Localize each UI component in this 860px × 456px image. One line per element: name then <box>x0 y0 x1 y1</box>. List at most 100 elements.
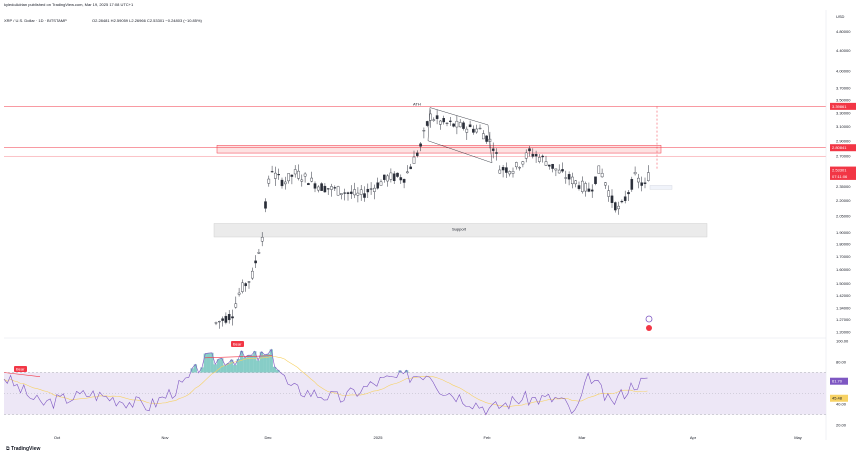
current-price-label: 2.53301 <box>830 166 856 174</box>
price-tick-label: 1.20000 <box>836 330 851 335</box>
candlestick <box>617 201 620 215</box>
countdown-label: 07:11:06 <box>830 172 856 180</box>
candle-body <box>581 180 584 192</box>
candlestick <box>607 185 610 202</box>
candle-body <box>643 182 647 184</box>
time-tick-label: Dec <box>264 435 271 440</box>
candlestick <box>590 184 594 198</box>
price-tick-label: 2.90000 <box>836 138 851 143</box>
candlestick <box>234 296 238 309</box>
candlestick <box>320 182 323 191</box>
candlestick <box>340 193 343 200</box>
candle-body <box>343 192 347 194</box>
candle-body <box>300 179 304 182</box>
candlestick <box>508 170 512 177</box>
price-tick-label: 4.00000 <box>836 69 851 74</box>
candle-body <box>455 120 459 128</box>
candlestick <box>300 174 304 187</box>
candle-body <box>485 135 488 142</box>
candle-body <box>350 191 353 194</box>
time-tick-label: 2025 <box>374 435 384 440</box>
candle-body <box>274 172 277 179</box>
candlestick <box>366 183 370 199</box>
candlestick <box>623 190 627 204</box>
candle-body <box>260 236 264 242</box>
candlestick <box>449 116 452 126</box>
candlestick <box>287 173 290 184</box>
projection-box <box>649 185 673 190</box>
candlestick <box>495 148 498 161</box>
rsi-line <box>3 348 648 416</box>
candlestick <box>538 154 541 164</box>
price-tick-label: 1.34000 <box>836 306 851 311</box>
candlestick <box>389 168 393 183</box>
candlestick <box>604 182 607 189</box>
candle-body <box>475 128 479 133</box>
candle-body <box>227 314 231 321</box>
candlestick <box>637 173 640 189</box>
time-tick-label: Nov <box>161 435 168 440</box>
candle-body <box>224 315 228 323</box>
candlestick <box>587 182 591 193</box>
candlestick <box>336 185 340 196</box>
candle-body <box>617 205 620 210</box>
bear-divergence-label: Bear <box>231 341 244 347</box>
candle-body <box>647 172 650 181</box>
candlestick <box>359 184 363 201</box>
symbol-line[interactable]: XRP / U.S. Dollar · 1D · BITSTAMP <box>4 18 67 23</box>
currency-label: USD <box>836 14 845 19</box>
candle-body <box>284 181 287 185</box>
ath-price-label-bg <box>830 102 856 110</box>
candle-body <box>379 181 383 186</box>
candle-body <box>237 292 241 295</box>
bear-label-text: Bear <box>233 342 242 347</box>
candlestick <box>221 316 224 327</box>
candlestick <box>472 125 475 135</box>
candle-body <box>491 148 495 151</box>
candlestick <box>548 164 551 170</box>
candlestick <box>293 165 297 178</box>
candle-body <box>564 177 568 179</box>
candle-body <box>402 178 406 183</box>
candle-body <box>310 177 314 182</box>
price-tick-label: 4.40000 <box>836 48 851 53</box>
candle-body <box>217 321 221 323</box>
candle-body <box>521 161 525 165</box>
price-tick-label: 1.60000 <box>836 267 851 272</box>
candlestick <box>445 122 449 127</box>
publisher-byline: kyledoAdrian published on TradingView.co… <box>4 2 134 7</box>
candlestick <box>267 175 271 187</box>
support-zone <box>213 223 708 238</box>
price-tick-label: 3.50000 <box>836 98 851 103</box>
candle-body <box>607 190 610 197</box>
candlestick <box>640 176 643 192</box>
candle-body <box>630 178 634 190</box>
flag-icon <box>646 325 652 331</box>
price-tick-label: 3.30000 <box>836 110 851 115</box>
candle-body <box>317 186 320 191</box>
price-tick-label: 1.90000 <box>836 230 851 235</box>
candlestick <box>277 168 281 180</box>
rsi-tick-label: 20.00 <box>836 423 847 428</box>
candle-body <box>293 169 297 175</box>
candlestick <box>343 188 347 201</box>
candle-body <box>366 188 370 193</box>
candlestick <box>290 174 294 185</box>
divergence-line <box>204 355 273 359</box>
candle-body <box>445 122 449 124</box>
candlestick <box>551 163 554 173</box>
candlestick <box>350 185 353 199</box>
candlestick <box>257 248 261 255</box>
candlestick <box>491 142 495 159</box>
candlestick <box>386 174 389 187</box>
channel-side-line <box>427 107 431 141</box>
candle-body <box>320 183 323 191</box>
candle-body <box>326 188 330 190</box>
candle-body <box>376 182 380 189</box>
candlestick <box>462 120 465 131</box>
candle-body <box>287 173 290 182</box>
price-tick-label: 2.70000 <box>836 154 851 159</box>
candlestick <box>214 321 218 326</box>
price-tick-label: 4.80000 <box>836 29 851 34</box>
